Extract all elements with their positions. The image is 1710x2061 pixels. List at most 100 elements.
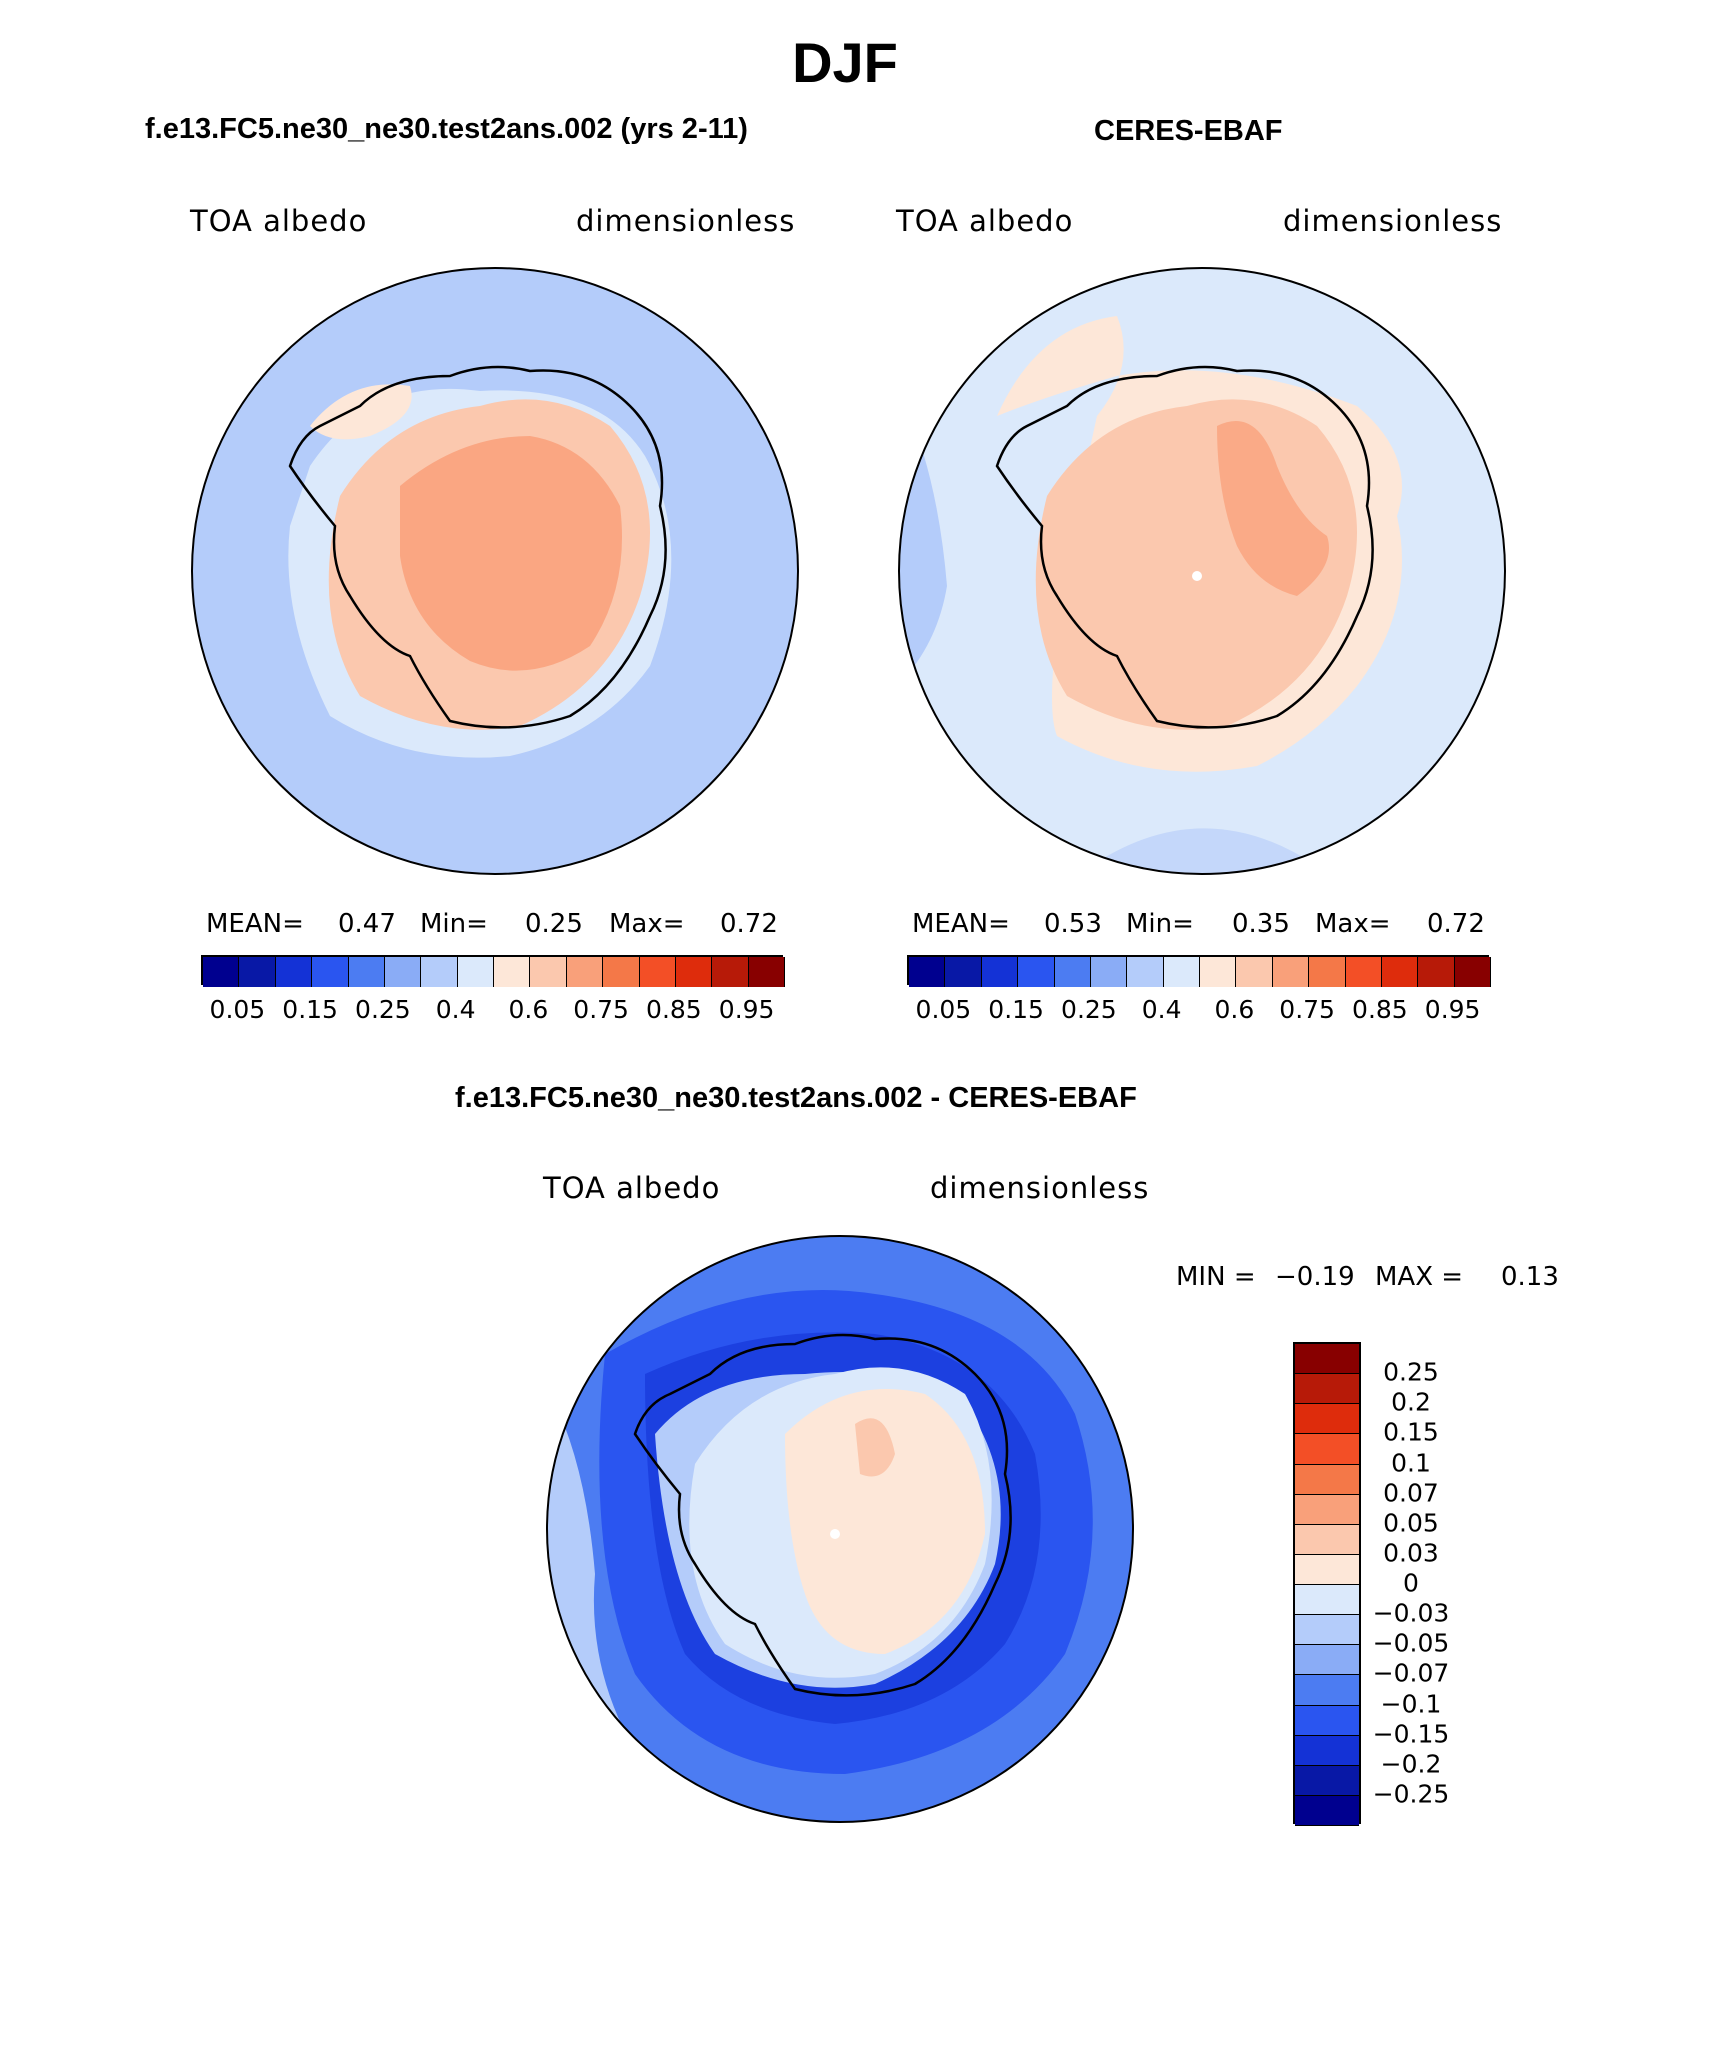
panel3-colorbar-tick-label: −0.15: [1372, 1719, 1450, 1749]
panel2-colorbar-segment: [1054, 957, 1091, 987]
panel3-colorbar-segment: [1295, 1765, 1359, 1796]
panel3-colorbar-segment: [1295, 1404, 1359, 1435]
panel1-units-label: dimensionless: [576, 204, 796, 238]
panel2-polar-map: [898, 267, 1506, 875]
panel2-colorbar-tick-label: 0.85: [1352, 995, 1408, 1024]
panel1-colorbar-segment: [457, 957, 494, 987]
panel2-colorbar-segment: [1090, 957, 1128, 987]
panel1-min-value: 0.25: [525, 909, 583, 939]
panel3-colorbar-segment: [1295, 1464, 1359, 1495]
panel2-colorbar-tick-label: 0.4: [1141, 995, 1182, 1024]
panel2-plateau-region: [1217, 421, 1329, 596]
panel2-colorbar-segment: [1418, 957, 1455, 987]
panel2-colorbar-segment: [1345, 957, 1382, 987]
panel1-colorbar-segment: [384, 957, 422, 987]
panel1-colorbar-segment: [566, 957, 604, 987]
panel1-colorbar-segment: [530, 957, 567, 987]
panel3-colorbar-tick-label: 0.03: [1383, 1538, 1439, 1568]
panel3-colorbar-tick-label: −0.03: [1372, 1598, 1450, 1628]
panel3-colorbar-ticks: 0.25 0.2 0.15 0.1 0.07 0.05 0.03 0 −0.03 −0.05 −0.…: [1371, 1342, 1521, 1824]
panel3-colorbar-segment: [1295, 1374, 1359, 1405]
panel3-colorbar-tick-label: 0.07: [1383, 1478, 1439, 1508]
panel3-colorbar-tick-label: −0.25: [1372, 1779, 1450, 1809]
panel2-colorbar: [907, 955, 1491, 987]
panel2-colorbar-tick-label: 0.75: [1279, 995, 1335, 1024]
panel1-map-border: [191, 267, 799, 875]
panel3-colorbar-tick-label: −0.1: [1380, 1689, 1442, 1718]
panel2-colorbar-segment: [1163, 957, 1200, 987]
panel1-colorbar-segment: [675, 957, 713, 987]
panel1-variable-label: TOA albedo: [190, 204, 368, 238]
panel3-colorbar-tick-label: 0: [1403, 1568, 1419, 1598]
panel1-colorbar-tick-label: 0.95: [718, 995, 775, 1024]
panel1-colorbar: [201, 955, 785, 987]
panel1-peninsula-region: [310, 384, 412, 440]
panel3-positive-hotspot: [855, 1418, 895, 1477]
panel2-mean-label: MEAN=: [912, 909, 1010, 939]
panel1-colorbar-segment: [494, 957, 531, 987]
panel2-colorbar-tick-label: 0.05: [915, 995, 972, 1024]
panel2-colorbar-segment: [1236, 957, 1273, 987]
panel3-colorbar-segment: [1295, 1344, 1359, 1375]
panel1-mean-value: 0.47: [338, 909, 396, 939]
panel3-colorbar-tick-label: 0.25: [1383, 1357, 1439, 1387]
panel3-polar-map: [546, 1235, 1134, 1823]
panel2-colorbar-segment: [1127, 957, 1164, 987]
panel3-colorbar-segment: [1295, 1524, 1359, 1555]
panel1-colorbar-segment: [603, 957, 640, 987]
panel2-pole-hole: [1192, 571, 1202, 581]
panel1-colorbar-tick-label: 0.85: [646, 995, 702, 1024]
panel1-polar-map: [191, 267, 799, 875]
panel3-colorbar-tick-label: −0.05: [1372, 1628, 1450, 1658]
panel1-max-value: 0.72: [720, 909, 778, 939]
panel2-map-border: [898, 267, 1506, 875]
panel3-colorbar-tick-label: −0.07: [1372, 1658, 1450, 1688]
panel2-colorbar-tick-label: 0.95: [1424, 995, 1481, 1024]
panel1-colorbar-segment: [239, 957, 276, 987]
panel1-colorbar-segment: [748, 957, 785, 987]
panel1-mean-label: MEAN=: [206, 909, 304, 939]
panel2-colorbar-segment: [909, 957, 946, 987]
panel3-max-value: 0.13: [1501, 1262, 1559, 1292]
panel1-colorbar-segment: [348, 957, 385, 987]
panel3-colorbar-tick-label: 0.15: [1383, 1417, 1439, 1447]
panel3-coastline: [633, 1333, 1012, 1697]
panel1-max-label: Max=: [609, 909, 685, 939]
panel1-colorbar-tick-label: 0.25: [355, 995, 411, 1024]
panel2-max-value: 0.72: [1427, 909, 1485, 939]
panel3-map-border: [546, 1235, 1134, 1823]
panel3-colorbar: [1293, 1342, 1361, 1826]
panel3-units-label: dimensionless: [930, 1171, 1150, 1205]
panel3-variable-label: TOA albedo: [543, 1171, 721, 1205]
panel2-colorbar-tick-label: 0.6: [1214, 995, 1255, 1024]
panel2-colorbar-segment: [1018, 957, 1055, 987]
panel3-colorbar-segment: [1295, 1705, 1359, 1736]
panel3-colorbar-segment: [1295, 1494, 1359, 1525]
panel2-lower-albedo-band-south: [1077, 828, 1317, 874]
panel1-colorbar-segment: [275, 957, 313, 987]
panel3-colorbar-segment: [1295, 1434, 1359, 1465]
panel1-subtitle: f.e13.FC5.ne30_ne30.test2ans.002 (yrs 2-…: [145, 113, 748, 145]
panel3-colorbar-segment: [1295, 1795, 1359, 1826]
panel3-colorbar-segment: [1295, 1585, 1359, 1616]
panel3-colorbar-tick-label: 0.05: [1383, 1508, 1439, 1538]
panel3-subtitle: f.e13.FC5.ne30_ne30.test2ans.002 - CERES…: [455, 1082, 1137, 1114]
panel2-colorbar-segment: [1381, 957, 1419, 987]
panel2-min-value: 0.35: [1232, 909, 1290, 939]
panel2-mean-value: 0.53: [1044, 909, 1102, 939]
panel2-colorbar-segment: [945, 957, 982, 987]
panel1-colorbar-tick-label: 0.15: [282, 995, 338, 1024]
panel2-colorbar-segment: [1200, 957, 1237, 987]
panel3-min-label: MIN =: [1176, 1262, 1256, 1292]
panel3-min-value: −0.19: [1275, 1262, 1355, 1292]
panel1-coastline: [288, 365, 667, 729]
panel2-colorbar-segment: [1454, 957, 1491, 987]
panel1-colorbar-tick-label: 0.05: [209, 995, 266, 1024]
figure-title: DJF: [792, 31, 898, 94]
panel2-subtitle: CERES-EBAF: [1094, 115, 1283, 147]
panel1-colorbar-segment: [712, 957, 749, 987]
panel3-pole-hole: [830, 1529, 840, 1539]
panel2-variable-label: TOA albedo: [896, 204, 1074, 238]
panel3-colorbar-tick-label: 0.2: [1391, 1387, 1431, 1417]
panel3-max-label: MAX =: [1375, 1262, 1464, 1292]
